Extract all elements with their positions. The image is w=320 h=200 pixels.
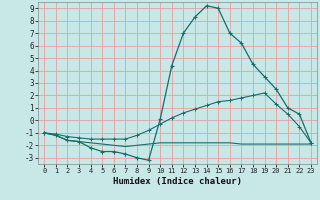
X-axis label: Humidex (Indice chaleur): Humidex (Indice chaleur) <box>113 177 242 186</box>
